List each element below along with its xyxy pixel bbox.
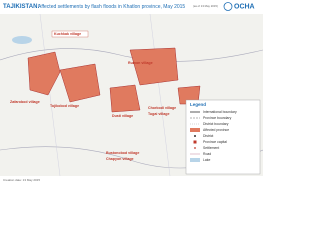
map-label: Zafarobod village xyxy=(10,100,40,104)
legend-item: District xyxy=(203,134,213,138)
legend-item: International boundary xyxy=(203,110,237,114)
legend-item: District boundary xyxy=(203,122,229,126)
map-label: Kuchkak village xyxy=(54,32,81,36)
title: TAJIKISTAN: xyxy=(3,4,39,10)
page: {"header": {"title": "TAJIKISTAN:", "sub… xyxy=(0,0,263,182)
legend-symbol xyxy=(193,140,197,144)
map-page: TAJIKISTAN: Affected settlements by flas… xyxy=(0,0,263,182)
legend-item: Road xyxy=(203,152,211,156)
date: (as of 13 May 2015) xyxy=(193,4,218,8)
legend-item: Province capital xyxy=(203,140,227,144)
legend-item: Affected province xyxy=(203,128,229,132)
lake xyxy=(12,36,32,44)
logo-icon xyxy=(223,2,233,11)
footer: Creation date: 13 May 2015 xyxy=(3,178,40,182)
header-bar xyxy=(0,0,263,13)
map-label: Tojikobod village xyxy=(50,104,79,108)
map-label: Chorbodi village xyxy=(148,106,176,110)
map-label: Chapyon village xyxy=(106,157,134,161)
legend-item: Province boundary xyxy=(203,116,232,120)
map-label: Bustonobod village xyxy=(106,151,139,155)
logo: OCHA xyxy=(234,3,255,10)
legend-item: Settlement xyxy=(203,146,219,150)
legend-symbol xyxy=(194,147,196,149)
legend-symbols xyxy=(190,111,200,162)
subtitle: Affected settlements by flash floods in … xyxy=(38,4,185,10)
legend-symbol xyxy=(194,135,196,137)
legend-items: International boundary Province boundary D… xyxy=(203,110,237,162)
affected-area xyxy=(109,84,141,113)
legend-title: Legend xyxy=(190,102,206,107)
map-label: Tugai village xyxy=(148,112,170,116)
legend-symbol xyxy=(190,128,200,132)
map-label: Dusti village xyxy=(112,114,133,118)
legend-item: Lake xyxy=(203,158,210,162)
legend-symbol xyxy=(190,158,200,162)
affected-area xyxy=(27,51,61,96)
boundary xyxy=(0,48,263,62)
map-label: Rumon village xyxy=(128,61,153,65)
affected-area xyxy=(59,63,101,103)
label-box xyxy=(51,30,89,38)
affected-area xyxy=(129,47,179,86)
road xyxy=(39,13,171,177)
